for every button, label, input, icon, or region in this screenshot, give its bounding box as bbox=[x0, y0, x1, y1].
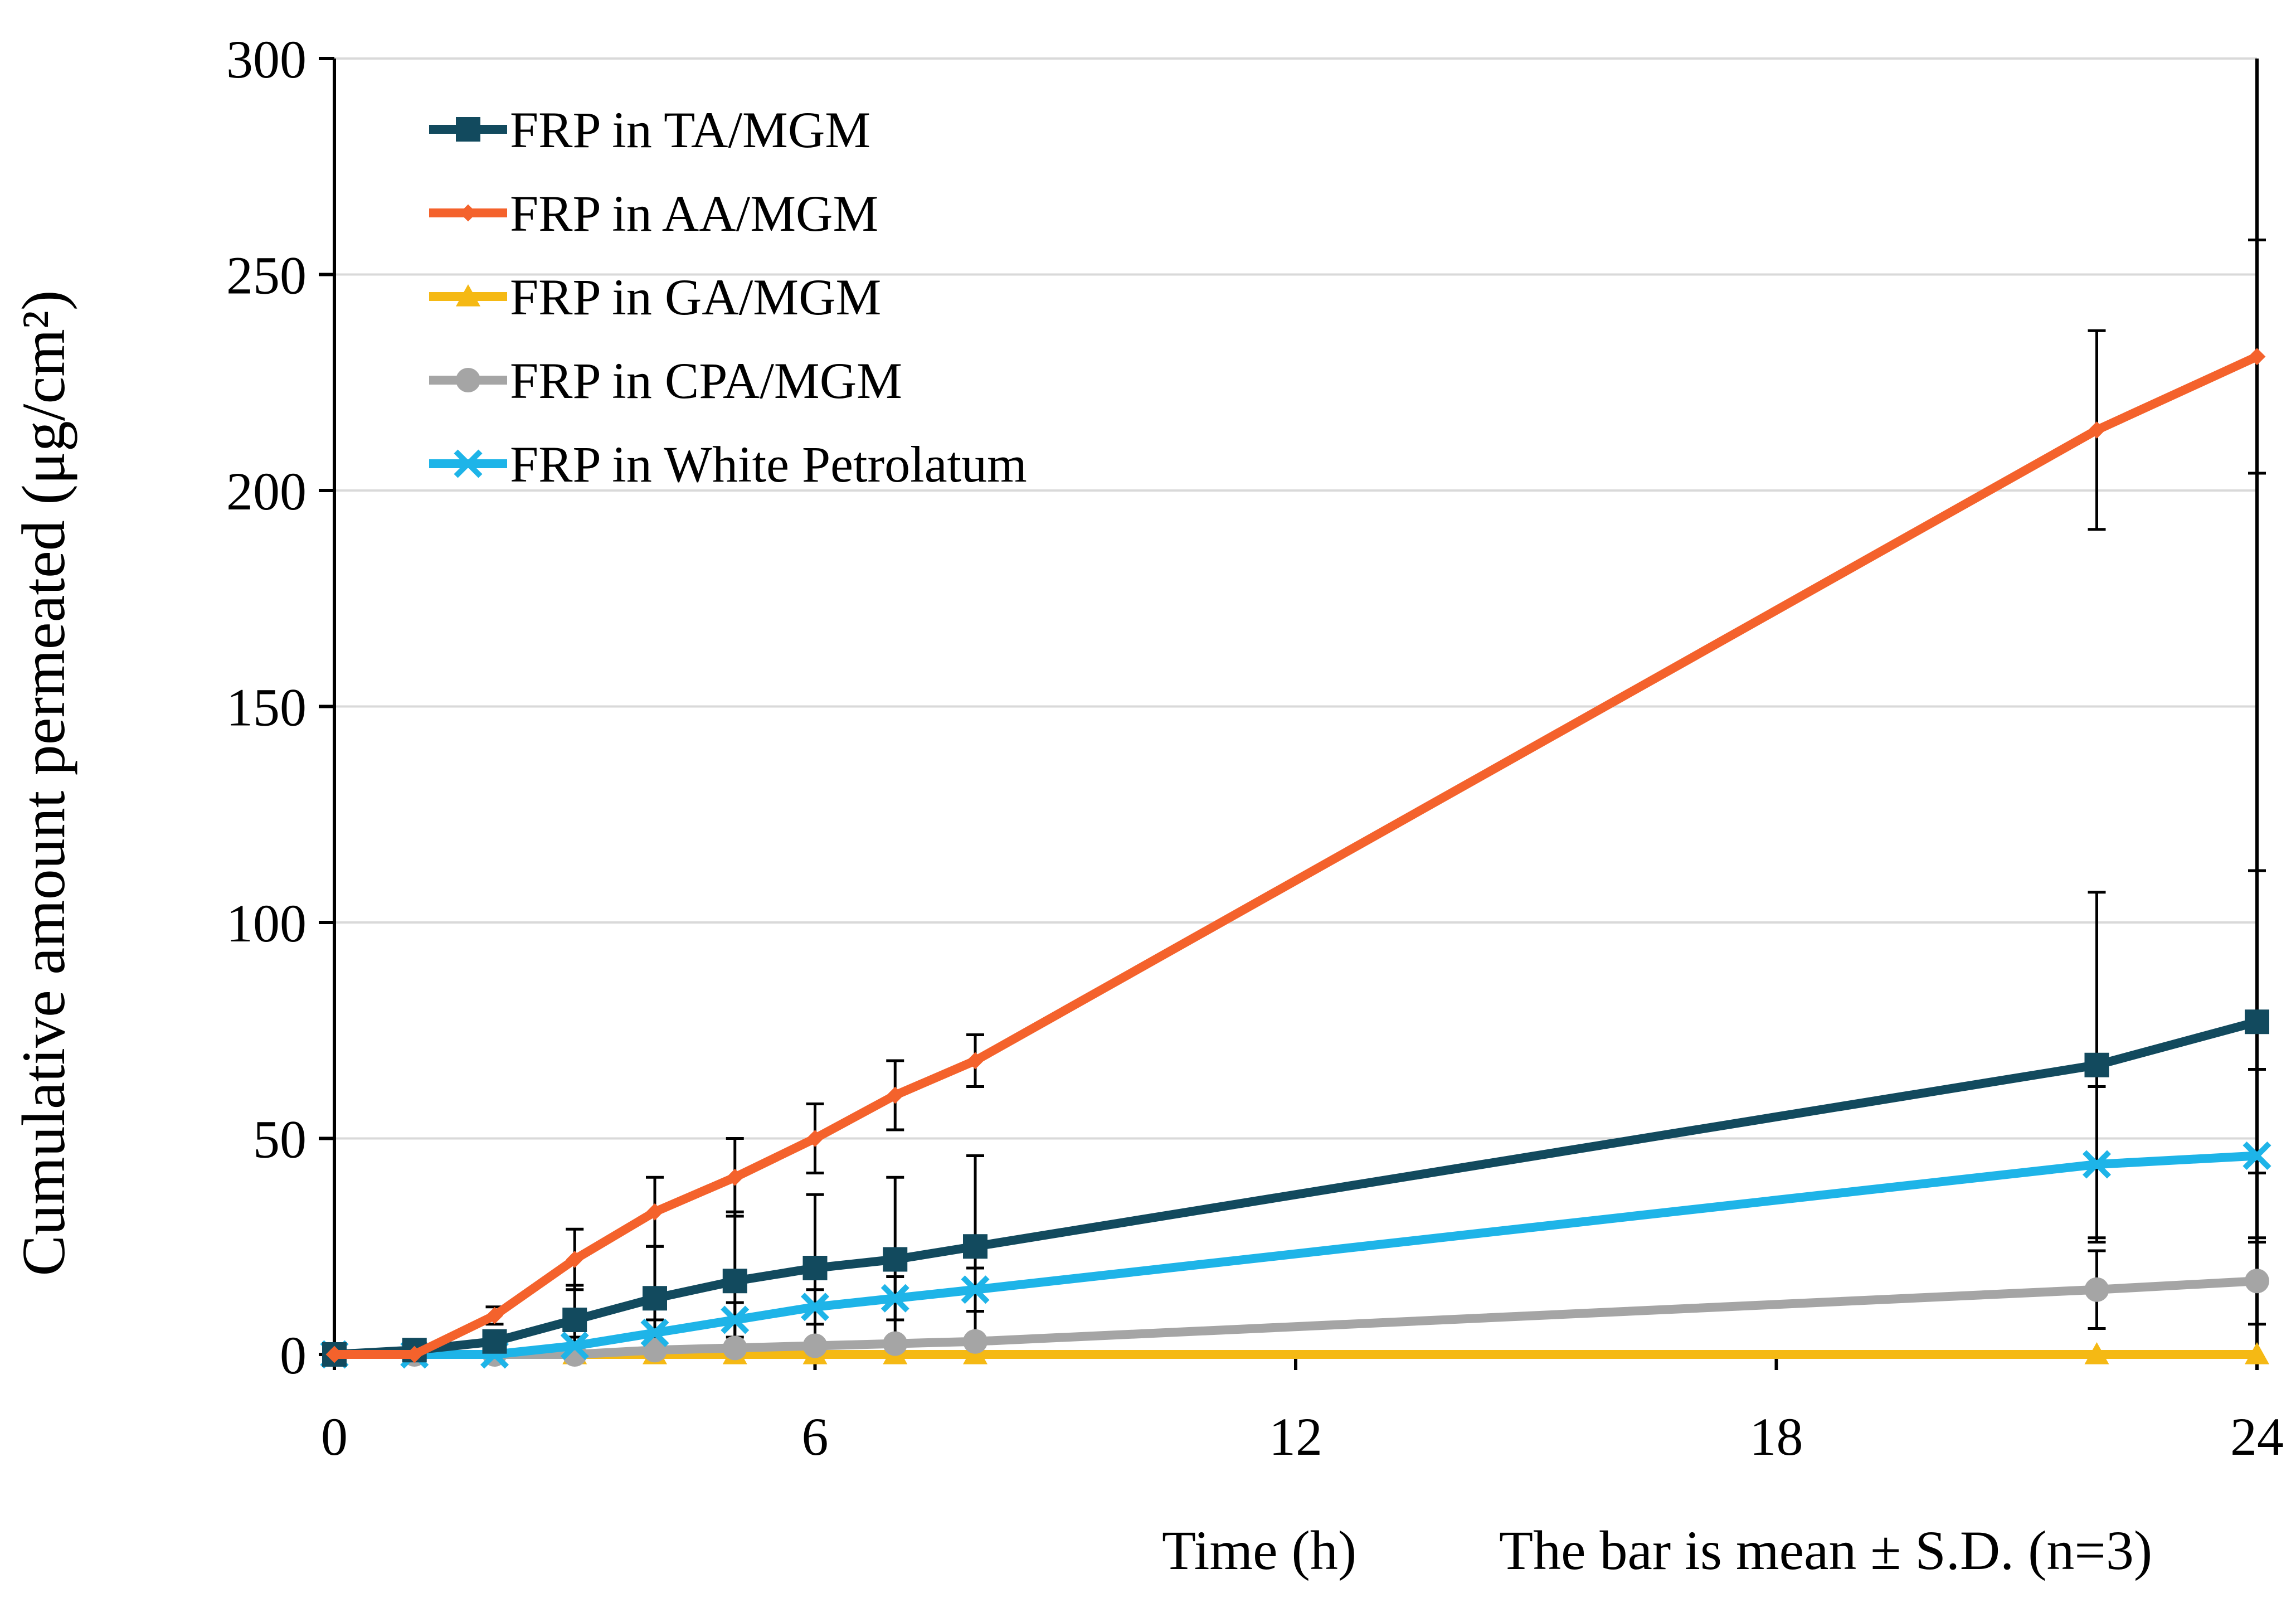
legend-marker-1 bbox=[459, 204, 477, 222]
point-s1-p5 bbox=[726, 1168, 744, 1186]
x-tick-label-24: 24 bbox=[2230, 1407, 2284, 1466]
x-tick-labels: 0 6 12 18 24 bbox=[321, 1407, 2284, 1466]
point-s3-p10 bbox=[2245, 1269, 2269, 1294]
y-tick-label-50: 50 bbox=[253, 1110, 307, 1169]
point-s4-p6-b bbox=[800, 1293, 830, 1322]
point-s4-p3 bbox=[560, 1331, 589, 1361]
x-tick-label-12: 12 bbox=[1269, 1407, 1322, 1466]
point-s1-p9 bbox=[2088, 421, 2105, 439]
point-s4-p7-b bbox=[881, 1284, 909, 1313]
series-line-3 bbox=[334, 1276, 2258, 1359]
legend-label-4: FRP in White Petrolatum bbox=[510, 436, 1027, 493]
point-s1-p3 bbox=[566, 1251, 583, 1268]
legend-marker-0 bbox=[456, 117, 480, 142]
y-tick-label-100: 100 bbox=[226, 893, 307, 953]
legend-marker-2 bbox=[456, 284, 480, 307]
point-s4-p5-b bbox=[721, 1305, 750, 1334]
point-s1-p7 bbox=[886, 1086, 904, 1104]
y-tick-label-250: 250 bbox=[226, 246, 307, 305]
point-s4-p3-b bbox=[560, 1331, 589, 1361]
point-s4-p9-b bbox=[2082, 1150, 2112, 1179]
point-s4-p8 bbox=[961, 1275, 990, 1304]
legend: FRP in TA/MGM FRP in AA/MGM FRP in GA/MGM F… bbox=[429, 101, 1027, 493]
point-s1-p8 bbox=[966, 1052, 984, 1070]
point-s3-p9 bbox=[2084, 1277, 2109, 1302]
point-s3-p5 bbox=[722, 1335, 747, 1361]
point-s4-p10 bbox=[2243, 1141, 2271, 1170]
y-tick-label-150: 150 bbox=[226, 678, 307, 737]
legend-label-2: FRP in GA/MGM bbox=[510, 269, 881, 326]
point-s0-p7 bbox=[883, 1247, 908, 1272]
x-tick-label-18: 18 bbox=[1750, 1407, 1803, 1466]
point-s4-p7 bbox=[881, 1284, 909, 1313]
point-s4-p9 bbox=[2082, 1150, 2112, 1179]
series-line-0 bbox=[334, 1017, 2259, 1359]
legend-marker-4-b bbox=[454, 449, 483, 478]
point-s1-p4 bbox=[646, 1203, 664, 1221]
point-s4-p4 bbox=[640, 1318, 669, 1347]
legend-label-0: FRP in TA/MGM bbox=[510, 101, 870, 158]
y-tick-label-300: 300 bbox=[226, 30, 307, 89]
series-lines bbox=[320, 348, 2271, 1369]
point-s0-p4 bbox=[643, 1286, 667, 1311]
series-line-1 bbox=[334, 352, 2259, 1359]
x-tick-label-0: 0 bbox=[321, 1407, 348, 1466]
point-s4-p5 bbox=[721, 1305, 750, 1334]
point-s2-p10 bbox=[2245, 1342, 2269, 1364]
legend-marker-3 bbox=[456, 368, 480, 392]
point-s0-p9 bbox=[2084, 1052, 2109, 1077]
sd-note: The bar is mean ± S.D. (n=3) bbox=[1499, 1519, 2152, 1581]
point-s0-p3 bbox=[562, 1308, 587, 1332]
point-s2-p9 bbox=[2084, 1342, 2109, 1364]
x-tick-label-6: 6 bbox=[802, 1407, 829, 1466]
y-tick-labels: 0 50 100 150 200 250 300 bbox=[226, 30, 307, 1385]
point-s0-p8 bbox=[963, 1234, 988, 1259]
point-s4-p8-b bbox=[961, 1275, 990, 1304]
point-s1-p0 bbox=[325, 1346, 343, 1363]
legend-label-3: FRP in CPA/MGM bbox=[510, 352, 902, 409]
point-s0-p6 bbox=[802, 1256, 828, 1280]
point-s3-p8 bbox=[963, 1329, 988, 1354]
x-axis-title: Time (h) bbox=[1162, 1519, 1356, 1581]
point-s1-p10 bbox=[2248, 348, 2266, 366]
point-s1-p6 bbox=[806, 1130, 824, 1147]
point-s0-p2 bbox=[482, 1329, 507, 1354]
point-s0-p5 bbox=[722, 1269, 747, 1294]
legend-marker-4 bbox=[454, 449, 483, 478]
point-s3-p6 bbox=[802, 1333, 828, 1358]
point-s3-p4 bbox=[643, 1338, 667, 1363]
gridlines bbox=[334, 57, 2257, 1140]
y-tick-label-0: 0 bbox=[280, 1325, 307, 1385]
point-s4-p6 bbox=[800, 1293, 830, 1322]
point-s4-p4-b bbox=[640, 1318, 669, 1347]
y-axis-title: Cumulative amount permeated (μg/cm²) bbox=[9, 290, 77, 1276]
y-tick-label-200: 200 bbox=[226, 462, 307, 521]
axes bbox=[319, 57, 2259, 1370]
point-s4-p10-b bbox=[2243, 1141, 2271, 1170]
point-s1-p1 bbox=[406, 1346, 424, 1363]
legend-label-1: FRP in AA/MGM bbox=[510, 185, 878, 242]
point-s3-p7 bbox=[883, 1331, 908, 1356]
point-s1-p2 bbox=[486, 1306, 503, 1324]
point-s0-p10 bbox=[2245, 1009, 2269, 1034]
